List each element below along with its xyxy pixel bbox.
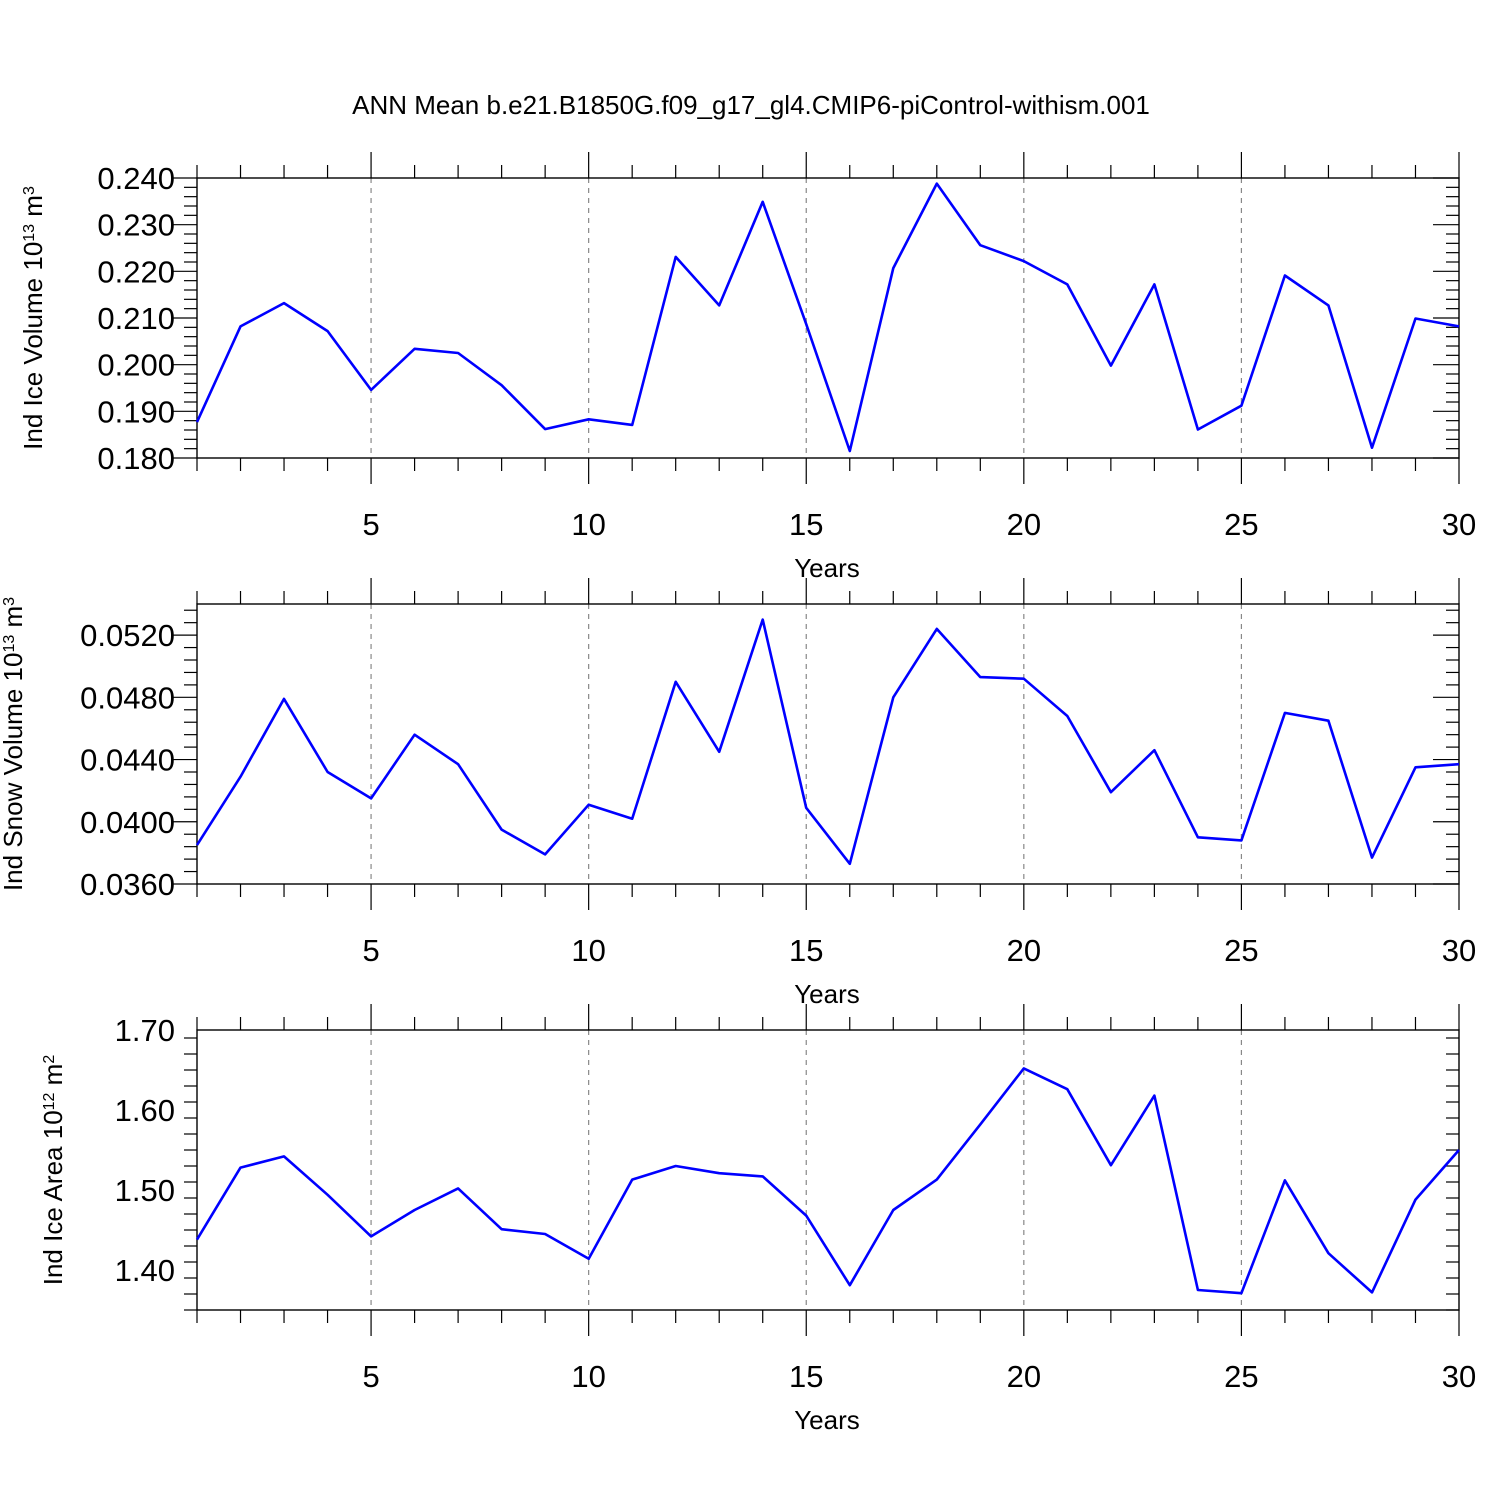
- x-axis-label: Years: [794, 979, 860, 1009]
- x-tick-label: 20: [1007, 1359, 1041, 1394]
- x-tick-label: 30: [1442, 1359, 1476, 1394]
- series-line: [195, 182, 1460, 453]
- x-tick-label: 5: [362, 507, 379, 542]
- x-tick-label: 5: [362, 933, 379, 968]
- y-tick-label: 1.70: [115, 1013, 175, 1048]
- panel-3: 5 10 15 20 25 30 1.40 1.50 1.60 1.70 Years Ind Ice …: [38, 1004, 1476, 1435]
- figure-title: ANN Mean b.e21.B1850G.f09_g17_gl4.CMIP6-…: [352, 90, 1150, 120]
- x-tick-label: 20: [1007, 507, 1041, 542]
- x-tick-label: 15: [789, 507, 823, 542]
- y-axis-label: Ind Ice Volume 1013 m3: [18, 186, 48, 450]
- x-axis-label: Years: [794, 553, 860, 583]
- x-tick-label: 10: [571, 507, 605, 542]
- x-tick-label: 20: [1007, 933, 1041, 968]
- y-axis-label: Ind Ice Area 1012 m2: [38, 1055, 68, 1286]
- y-tick-label: 0.200: [97, 348, 175, 383]
- x-tick-label: 15: [789, 1359, 823, 1394]
- y-tick-label: 0.220: [97, 254, 175, 289]
- y-tick-label: 0.230: [97, 208, 175, 243]
- tick-marks: [171, 152, 1460, 484]
- y-tick-label: 0.240: [97, 161, 175, 196]
- x-tick-label: 10: [571, 933, 605, 968]
- x-tick-label: 10: [571, 1359, 605, 1394]
- y-tick-label: 1.40: [115, 1253, 175, 1288]
- plot-frame: [196, 177, 1460, 459]
- series-line: [195, 618, 1460, 866]
- y-tick-label: 1.50: [115, 1173, 175, 1208]
- x-tick-label: 25: [1224, 507, 1258, 542]
- y-tick-label: 0.210: [97, 301, 175, 336]
- panel-2: 5 10 15 20 25 30 0.0360 0.0400 0.0440 0.0480 0.052…: [0, 578, 1476, 1009]
- panels: 5 10 15 20 25 30 0.180 0.190 0.200 0.210 0.220 0.23…: [0, 152, 1476, 1435]
- x-axis-label: Years: [794, 1405, 860, 1435]
- x-tick-label: 5: [362, 1359, 379, 1394]
- y-tick-label: 0.0480: [80, 680, 175, 715]
- x-tick-label: 25: [1224, 933, 1258, 968]
- y-tick-label: 0.180: [97, 441, 175, 476]
- plot-frame: [196, 603, 1460, 885]
- y-tick-label: 0.190: [97, 394, 175, 429]
- x-tick-label: 30: [1442, 933, 1476, 968]
- y-tick-label: 1.60: [115, 1093, 175, 1128]
- panel-1: 5 10 15 20 25 30 0.180 0.190 0.200 0.210 0.220 0.23…: [18, 152, 1476, 583]
- y-tick-label: 0.0520: [80, 618, 175, 653]
- plot-frame: [196, 1029, 1460, 1311]
- y-tick-label: 0.0400: [80, 805, 175, 840]
- tick-marks: [184, 1004, 1460, 1336]
- x-tick-label: 15: [789, 933, 823, 968]
- series-line: [195, 1067, 1460, 1295]
- y-tick-label: 0.0440: [80, 743, 175, 778]
- y-tick-label: 0.0360: [80, 867, 175, 902]
- x-tick-label: 25: [1224, 1359, 1258, 1394]
- x-tick-label: 30: [1442, 507, 1476, 542]
- y-axis-label: Ind Snow Volume 1013 m3: [0, 597, 28, 891]
- tick-marks: [171, 578, 1460, 910]
